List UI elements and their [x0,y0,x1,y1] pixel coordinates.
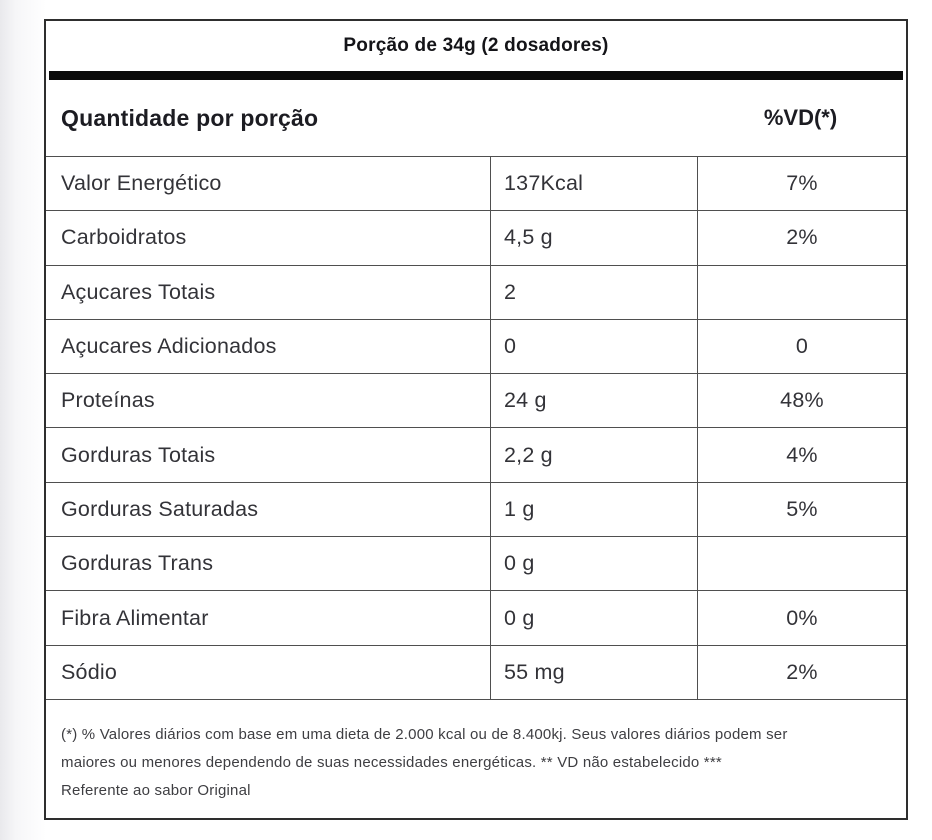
table-row: Açucares Totais 2 [46,264,906,319]
footnote-line: Referente ao sabor Original [61,781,251,799]
footnote-line: maiores ou menores dependendo de suas ne… [61,753,722,771]
nutrient-daily-value: 48% [697,374,906,428]
serving-size-title: Porção de 34g (2 dosadores) [343,35,609,56]
nutrient-name: Gorduras Trans [61,551,214,576]
nutrient-daily-value [697,537,906,591]
table-header: Quantidade por porção %VD(*) [46,80,906,156]
nutrient-name: Açucares Adicionados [61,334,277,359]
nutrient-name: Fibra Alimentar [61,605,209,630]
nutrient-name: Gorduras Totais [61,442,216,467]
table-row: Gorduras Totais 2,2 g 4% [46,427,906,482]
divider-bar [49,71,903,80]
nutrient-daily-value [697,265,906,319]
table-row: Sódio 55 mg 2% [46,644,906,699]
table-row: Açucares Adicionados 0 0 [46,318,906,374]
nutrient-name: Carboidratos [61,225,187,250]
nutrient-rows: Valor Energético 137Kcal 7% Carboidratos… [46,156,906,699]
nutrient-name: Valor Energético [61,171,222,196]
nutrient-name: Gorduras Saturadas [61,496,259,521]
column-header-daily-value: %VD(*) [763,105,838,130]
nutrient-amount: 0 g [490,537,697,591]
nutrient-amount: 1 g [490,482,697,537]
table-row: Gorduras Trans 0 g [46,536,906,591]
table-row: Fibra Alimentar 0 g 0% [46,590,906,645]
nutrient-daily-value: 7% [697,157,906,211]
nutrient-daily-value: 0 [697,319,906,374]
footnote: (*) % Valores diários com base em uma di… [46,698,906,818]
nutrient-amount: 0 g [490,591,697,645]
nutrient-amount: 2 [490,265,697,319]
nutrient-name: Açucares Totais [61,279,216,304]
nutrient-daily-value: 5% [697,482,906,537]
nutrient-amount: 137Kcal [490,157,697,211]
nutrient-daily-value: 2% [697,645,906,699]
nutrient-amount: 2,2 g [490,428,697,482]
nutrient-daily-value: 4% [697,428,906,482]
footnote-line: (*) % Valores diários com base em uma di… [61,725,788,743]
table-row: Valor Energético 137Kcal 7% [46,156,906,211]
table-row: Gorduras Saturadas 1 g 5% [46,481,906,537]
table-row: Carboidratos 4,5 g 2% [46,210,906,265]
column-header-quantity-per-serving: Quantidade por porção [61,104,319,131]
nutrient-amount: 55 mg [490,645,697,699]
nutrition-facts-table: Porção de 34g (2 dosadores) Quantidade p… [44,19,908,820]
nutrient-amount: 4,5 g [490,211,697,265]
nutrient-amount: 24 g [490,374,697,428]
nutrient-daily-value: 0% [697,591,906,645]
nutrient-name: Sódio [61,659,117,684]
nutrient-name: Proteínas [61,388,155,413]
nutrient-amount: 0 [490,319,697,374]
nutrient-daily-value: 2% [697,211,906,265]
table-row: Proteínas 24 g 48% [46,373,906,428]
